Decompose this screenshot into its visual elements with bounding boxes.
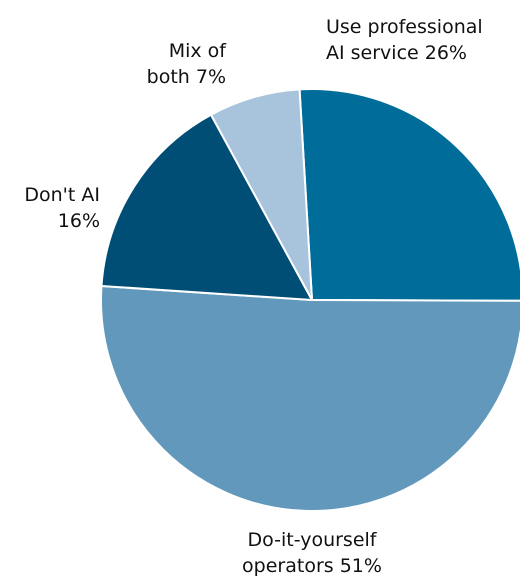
slice-do-it-yourself — [100, 284, 520, 512]
slice-label-line: Use professional — [326, 16, 483, 38]
slice-label-line: AI service 26% — [326, 42, 467, 64]
slice-dont-ai — [100, 113, 313, 301]
slice-label-line: 16% — [57, 210, 100, 232]
slice-use-professional — [298, 88, 520, 302]
slice-label-line: Don't AI — [24, 184, 100, 206]
slice-label-line: operators 51% — [242, 555, 382, 577]
slice-label-line: both 7% — [146, 66, 226, 88]
slice-label-mix-of-both: Mix of both 7% — [147, 38, 226, 90]
slice-label-line: Mix of — [168, 40, 226, 62]
slice-label-use-professional: Use professional AI service 26% — [326, 14, 483, 66]
slice-label-dont-ai: Don't AI 16% — [24, 182, 100, 234]
slice-label-do-it-yourself: Do-it-yourself operators 51% — [212, 527, 412, 579]
slice-mix-of-both — [210, 88, 313, 301]
slice-label-line: Do-it-yourself — [247, 529, 377, 551]
